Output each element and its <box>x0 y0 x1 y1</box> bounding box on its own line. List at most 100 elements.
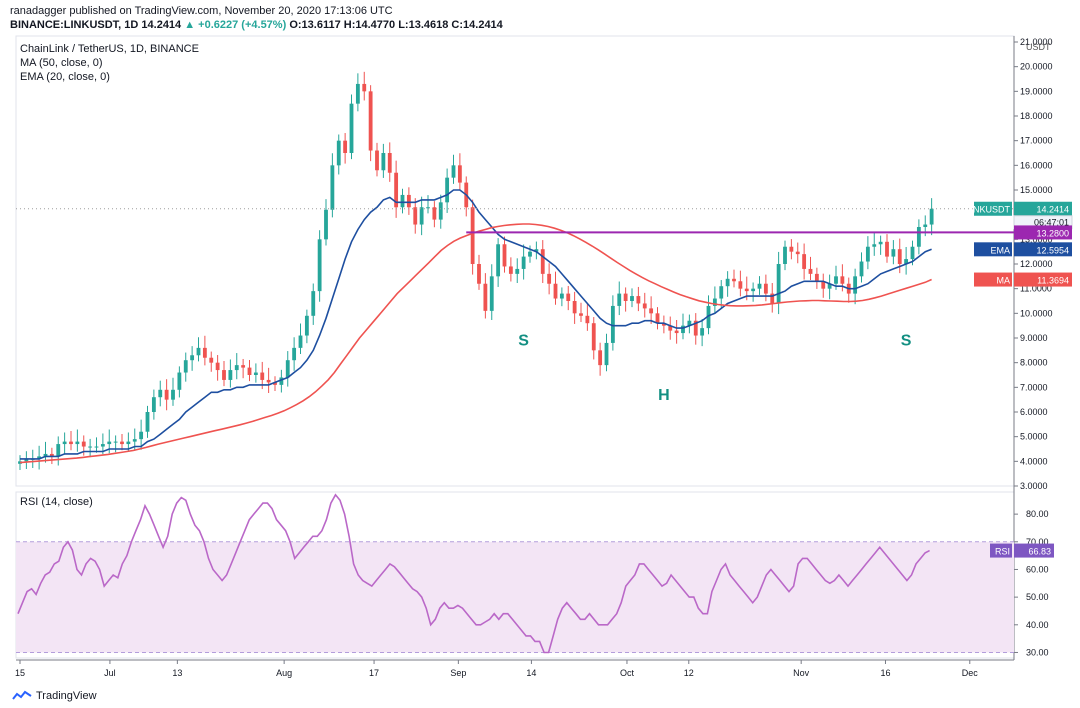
candle-body <box>732 278 736 282</box>
candle-body <box>483 283 488 311</box>
candle-body <box>292 347 297 361</box>
high-label: H: <box>343 19 356 31</box>
candle-body <box>209 357 214 363</box>
price-pane <box>15 35 1015 487</box>
y-tick-label: 19.0000 <box>1020 86 1053 96</box>
rsi-tick-label: 40.00 <box>1026 620 1049 630</box>
candle-body <box>566 293 571 301</box>
low-label: L: <box>398 19 409 31</box>
footer: TradingView <box>12 690 97 702</box>
candle-body <box>171 389 175 400</box>
candle-body <box>298 335 303 348</box>
open-value: 13.6117 <box>301 19 341 31</box>
candle-body <box>904 259 909 264</box>
candle-body <box>445 177 450 203</box>
candle-body <box>362 83 367 92</box>
high-value: 14.4770 <box>355 19 396 31</box>
candle-body <box>897 249 902 264</box>
candle-body <box>451 165 456 178</box>
pair-title: ChainLink / TetherUS, 1D, BINANCE <box>20 43 199 55</box>
candle-body <box>725 278 730 287</box>
candle-body <box>24 458 29 462</box>
candle-body <box>304 315 309 336</box>
ema-legend[interactable]: EMA (20, close, 0) <box>20 71 110 83</box>
y-tick-label: 8.0000 <box>1020 358 1048 368</box>
y-tick-label: 4.0000 <box>1020 456 1048 466</box>
candle-body <box>202 347 207 358</box>
candle-body <box>81 441 86 447</box>
candle-body <box>100 444 105 447</box>
candle-body <box>738 281 743 289</box>
candle-body <box>470 207 475 264</box>
candle-body <box>617 293 622 306</box>
candle-body <box>540 249 545 274</box>
candle-body <box>610 305 615 343</box>
candle-body <box>579 313 583 316</box>
candle-body <box>75 441 80 445</box>
candle-body <box>598 350 603 366</box>
last-price-tag-bg <box>1014 201 1072 216</box>
last-price-tag-name: LINKUSDT <box>965 205 1010 215</box>
candle-body <box>585 315 590 324</box>
candle-body <box>865 246 870 262</box>
rsi-tick-label: 70.00 <box>1026 537 1049 547</box>
y-tick-label: 18.0000 <box>1020 111 1053 121</box>
candle-body <box>132 439 137 442</box>
candle-body <box>413 207 418 225</box>
candle-body <box>687 320 692 326</box>
candle-body <box>88 446 93 448</box>
x-tick-label: 12 <box>684 668 694 678</box>
y-tick-label: 20.0000 <box>1020 62 1053 72</box>
candle-body <box>387 153 392 173</box>
x-tick-label: Aug <box>276 668 292 678</box>
candle-body <box>330 165 335 210</box>
candle-body <box>400 194 405 208</box>
candle-body <box>547 273 552 284</box>
candle-body <box>241 365 246 368</box>
candle-body <box>196 347 201 356</box>
candle-body <box>151 397 156 412</box>
candle-body <box>234 365 239 371</box>
candle-body <box>158 389 163 398</box>
ema-tag-bg <box>1014 242 1072 257</box>
rsi-legend[interactable]: RSI (14, close) <box>20 496 93 508</box>
pattern-label: H <box>658 387 670 404</box>
candle-body <box>706 305 711 329</box>
price-change: ▲ +0.6227 (+4.57%) <box>184 19 287 31</box>
candle-body <box>247 367 252 375</box>
candle-body <box>426 207 430 209</box>
candle-body <box>508 266 513 274</box>
candle-body <box>776 264 781 304</box>
candle-body <box>49 453 54 457</box>
candle-body <box>368 91 373 151</box>
candle-body <box>457 165 462 183</box>
x-tick-label: Dec <box>962 668 979 678</box>
candle-body <box>604 342 609 366</box>
rsi-tick-label: 30.00 <box>1026 647 1049 657</box>
candle-body <box>56 444 61 457</box>
candle-body <box>534 249 539 252</box>
candle-body <box>712 298 717 306</box>
y-tick-label: 21.0000 <box>1020 37 1053 47</box>
x-tick-label: 13 <box>172 668 182 678</box>
candle-body <box>719 286 724 299</box>
candle-body <box>528 251 532 257</box>
candle-body <box>336 140 341 166</box>
candle-body <box>94 446 99 448</box>
candle-body <box>623 293 628 301</box>
candle-body <box>113 441 118 443</box>
candle-body <box>37 456 42 459</box>
resistance-tag-bg <box>1014 225 1072 240</box>
tradingview-logo-icon <box>12 690 32 700</box>
candle-body <box>757 283 762 289</box>
candle-body <box>744 288 749 292</box>
candle-body <box>814 273 819 282</box>
candle-body <box>559 293 564 299</box>
candle-body <box>279 377 284 385</box>
ma-tag-value: 11.3694 <box>1037 276 1069 286</box>
ma-legend[interactable]: MA (50, close, 0) <box>20 57 103 69</box>
publish-info: ranadagger published on TradingView.com,… <box>10 5 393 17</box>
ema-tag-name-bg <box>974 242 1012 257</box>
currency-label: USDT <box>1026 42 1051 52</box>
